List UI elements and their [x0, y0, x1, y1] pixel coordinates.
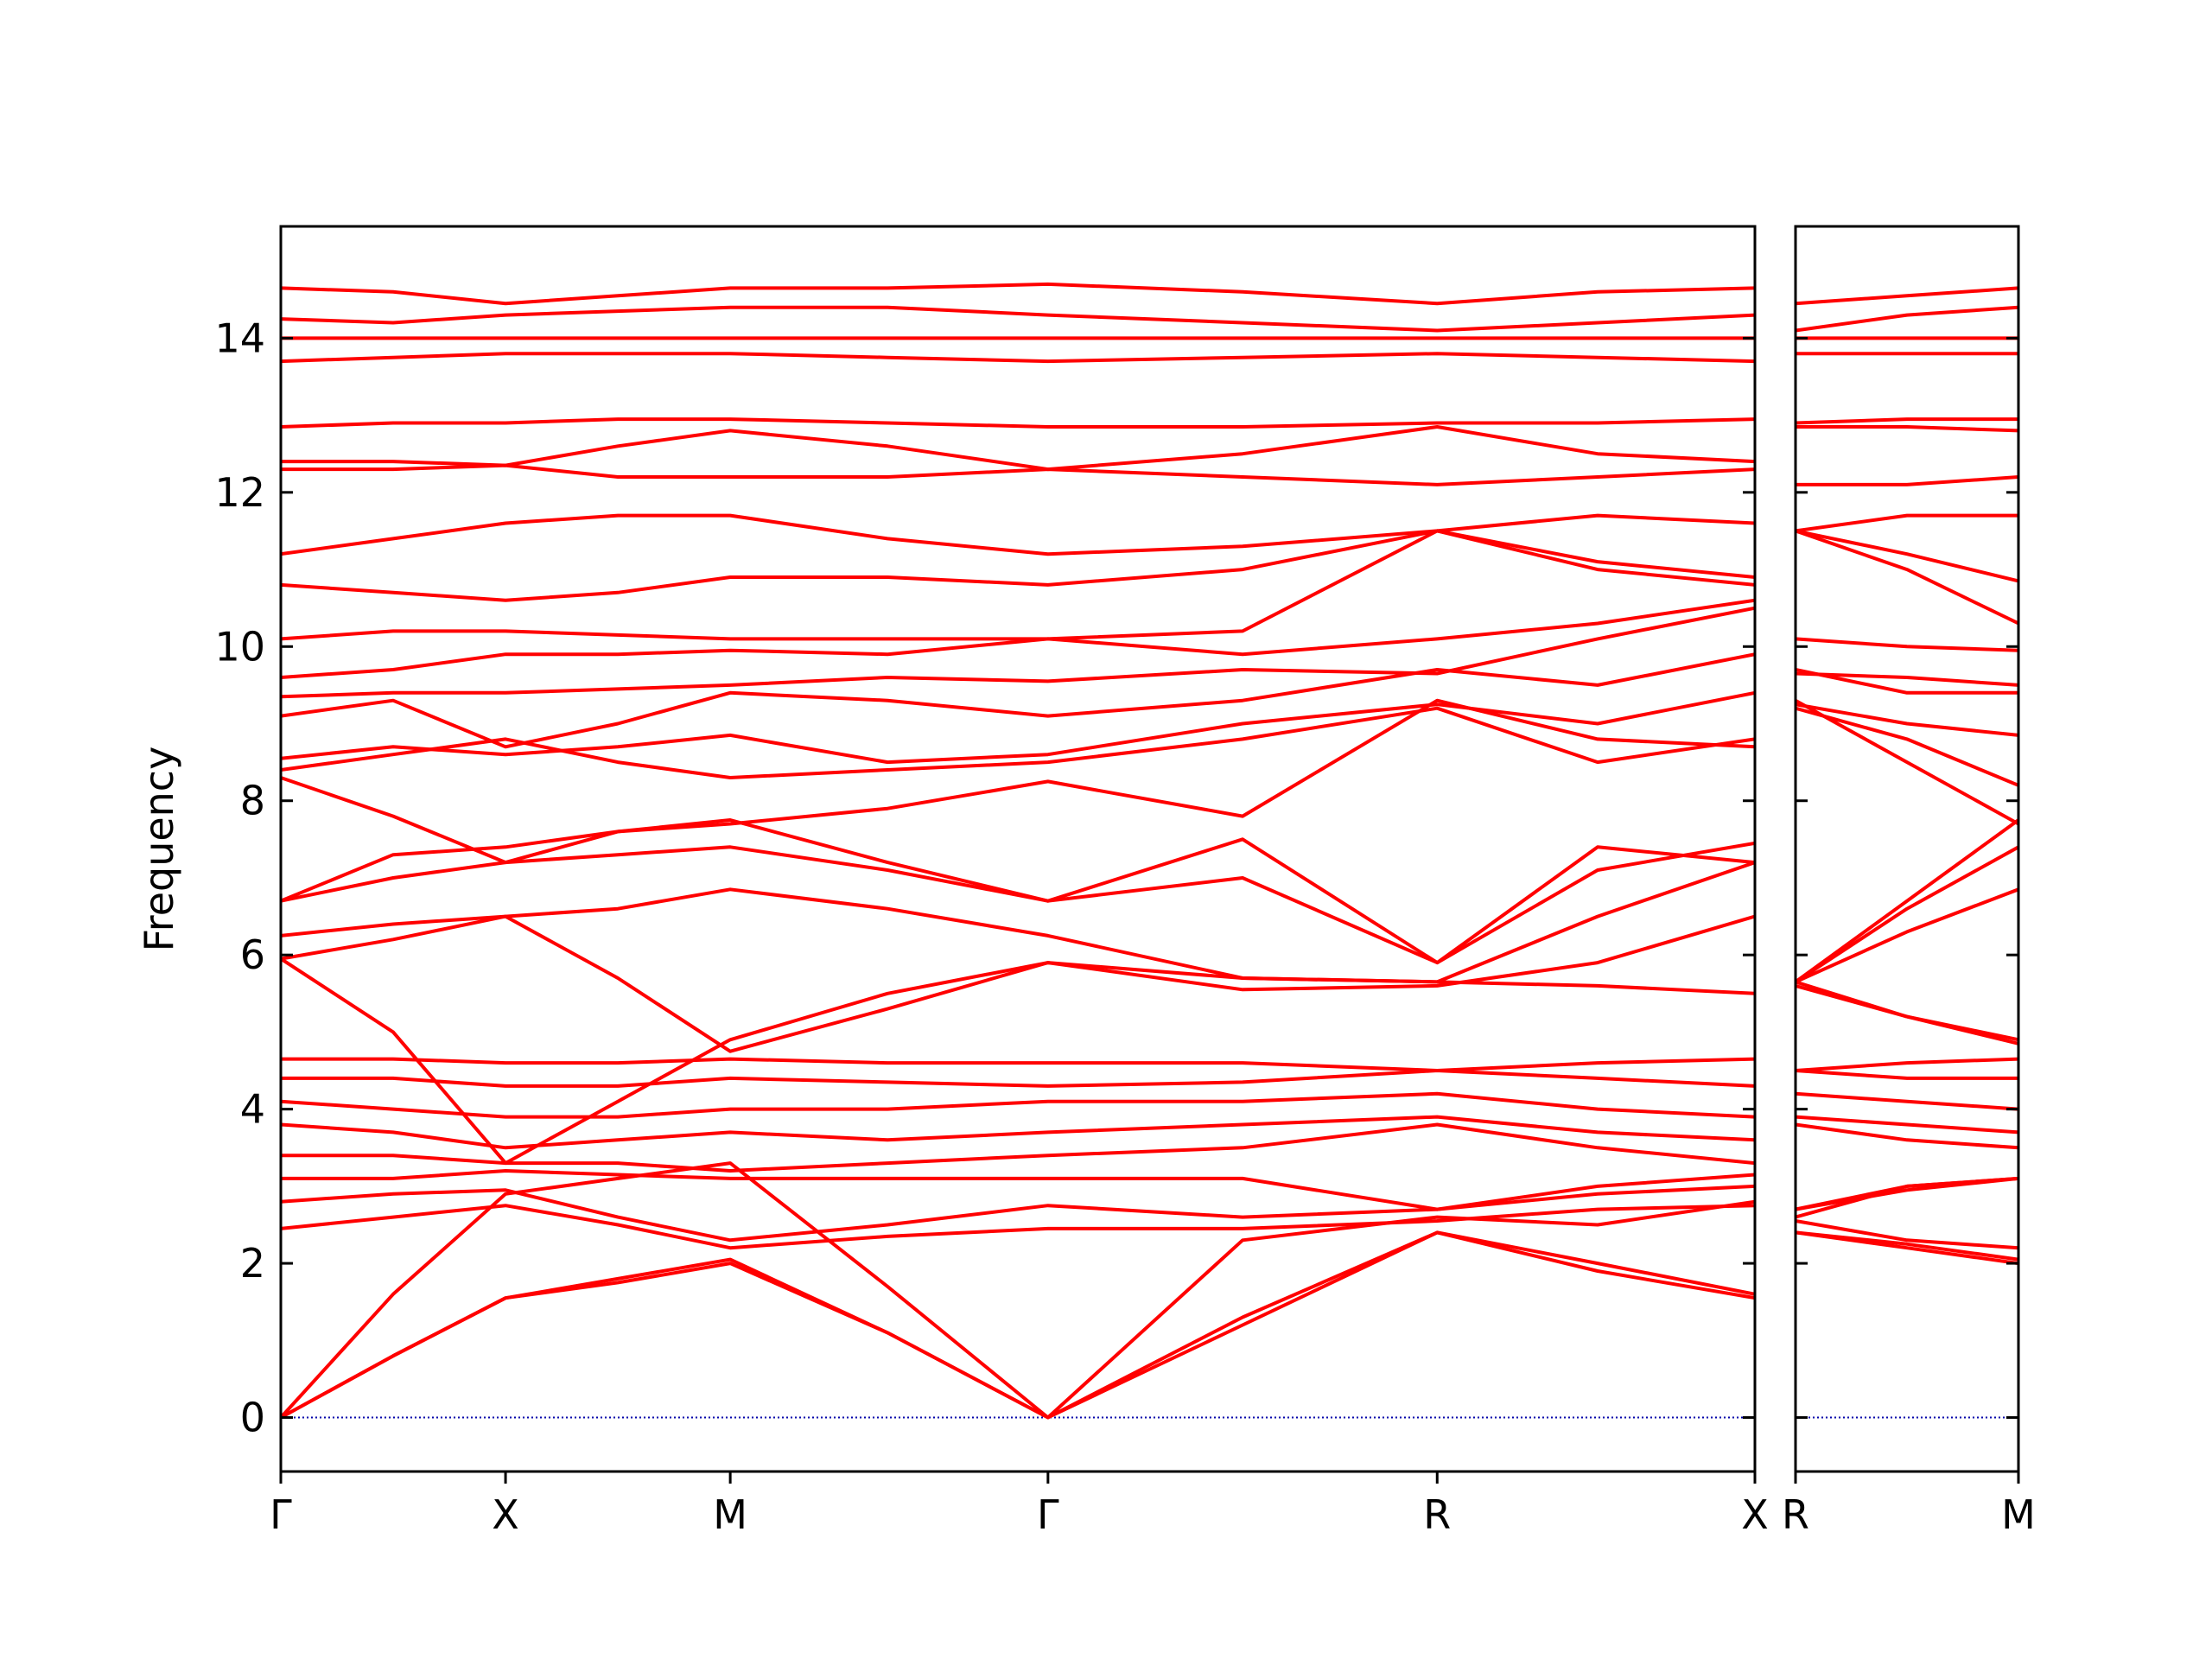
- band-line: [1796, 529, 2018, 583]
- band-line: [281, 845, 1755, 965]
- band-line: [281, 352, 1755, 364]
- y-tick-label: 10: [214, 623, 265, 670]
- band-line: [281, 305, 1755, 333]
- band-line: [281, 1091, 1755, 1119]
- y-tick-label: 8: [240, 778, 265, 824]
- band-line: [281, 957, 1755, 1166]
- band-line: [1796, 305, 2018, 333]
- band-line: [1796, 887, 2018, 984]
- band-line: [281, 1115, 1755, 1150]
- band-line: [1796, 702, 2018, 737]
- band-line: [1796, 698, 2018, 826]
- band-line: [281, 1057, 1755, 1072]
- y-tick-label: 14: [214, 315, 265, 361]
- y-tick-label: 2: [240, 1240, 265, 1287]
- y-tick-label: 12: [214, 469, 265, 516]
- band-line: [281, 818, 1755, 965]
- axes-frame: [1794, 225, 2020, 1473]
- band-line: [1796, 286, 2018, 306]
- x-tick-label: X: [492, 1491, 519, 1538]
- band-line: [1796, 1230, 2018, 1262]
- band-line: [281, 1184, 1755, 1243]
- band-line: [281, 1069, 1755, 1088]
- band-line: [1796, 425, 2018, 433]
- band-line: [1796, 637, 2018, 652]
- band-line: [281, 417, 1755, 429]
- band-line: [1796, 1069, 2018, 1080]
- y-tick-label: 0: [240, 1395, 265, 1441]
- band-line: [1796, 1122, 2018, 1150]
- band-line: [281, 698, 1755, 865]
- band-line: [1796, 475, 2018, 486]
- y-axis-label: Frequency: [136, 747, 182, 952]
- band-line: [281, 861, 1755, 984]
- band-line: [281, 1122, 1755, 1173]
- band-line: [281, 1204, 1755, 1250]
- band-line: [1796, 706, 2018, 787]
- band-line: [281, 425, 1755, 472]
- band-line: [281, 513, 1755, 556]
- band-line: [281, 1161, 1755, 1420]
- band-line: [281, 1230, 1755, 1420]
- x-tick-label: Γ: [270, 1491, 292, 1538]
- band-line: [281, 1230, 1755, 1420]
- band-line: [1796, 529, 2018, 626]
- band-line: [281, 690, 1755, 765]
- band-line: [1796, 983, 2018, 1046]
- x-tick-label: M: [2001, 1491, 2036, 1538]
- x-tick-label: M: [713, 1491, 747, 1538]
- band-line: [1796, 1176, 2018, 1211]
- band-line: [281, 1169, 1755, 1211]
- band-line: [1796, 668, 2018, 695]
- band-line: [1796, 1219, 2018, 1250]
- band-line: [281, 652, 1755, 749]
- x-tick-label: X: [1741, 1491, 1769, 1538]
- band-line: [1796, 1176, 2018, 1219]
- band-line: [281, 282, 1755, 306]
- band-line: [281, 914, 1755, 1053]
- band-line: [1796, 513, 2018, 533]
- band-line: [281, 529, 1755, 602]
- band-line: [281, 598, 1755, 679]
- band-line: [281, 463, 1755, 486]
- axes-frame: [279, 225, 1757, 1473]
- band-line: [281, 706, 1755, 779]
- band-line: [1796, 1176, 2018, 1211]
- band-line: [1796, 818, 2018, 984]
- y-tick-label: 4: [240, 1086, 265, 1133]
- band-line: [1796, 980, 2018, 1042]
- band-line: [1796, 1091, 2018, 1111]
- band-line: [1796, 845, 2018, 984]
- x-tick-label: R: [1782, 1491, 1809, 1538]
- band-line: [281, 606, 1755, 699]
- band-line: [1796, 417, 2018, 425]
- y-tick-label: 6: [240, 931, 265, 978]
- band-line: [281, 529, 1755, 641]
- x-tick-label: R: [1423, 1491, 1451, 1538]
- band-line: [1796, 671, 2018, 687]
- band-line: [1796, 1057, 2018, 1072]
- band-line: [1796, 1115, 2018, 1135]
- x-tick-label: Γ: [1037, 1491, 1059, 1538]
